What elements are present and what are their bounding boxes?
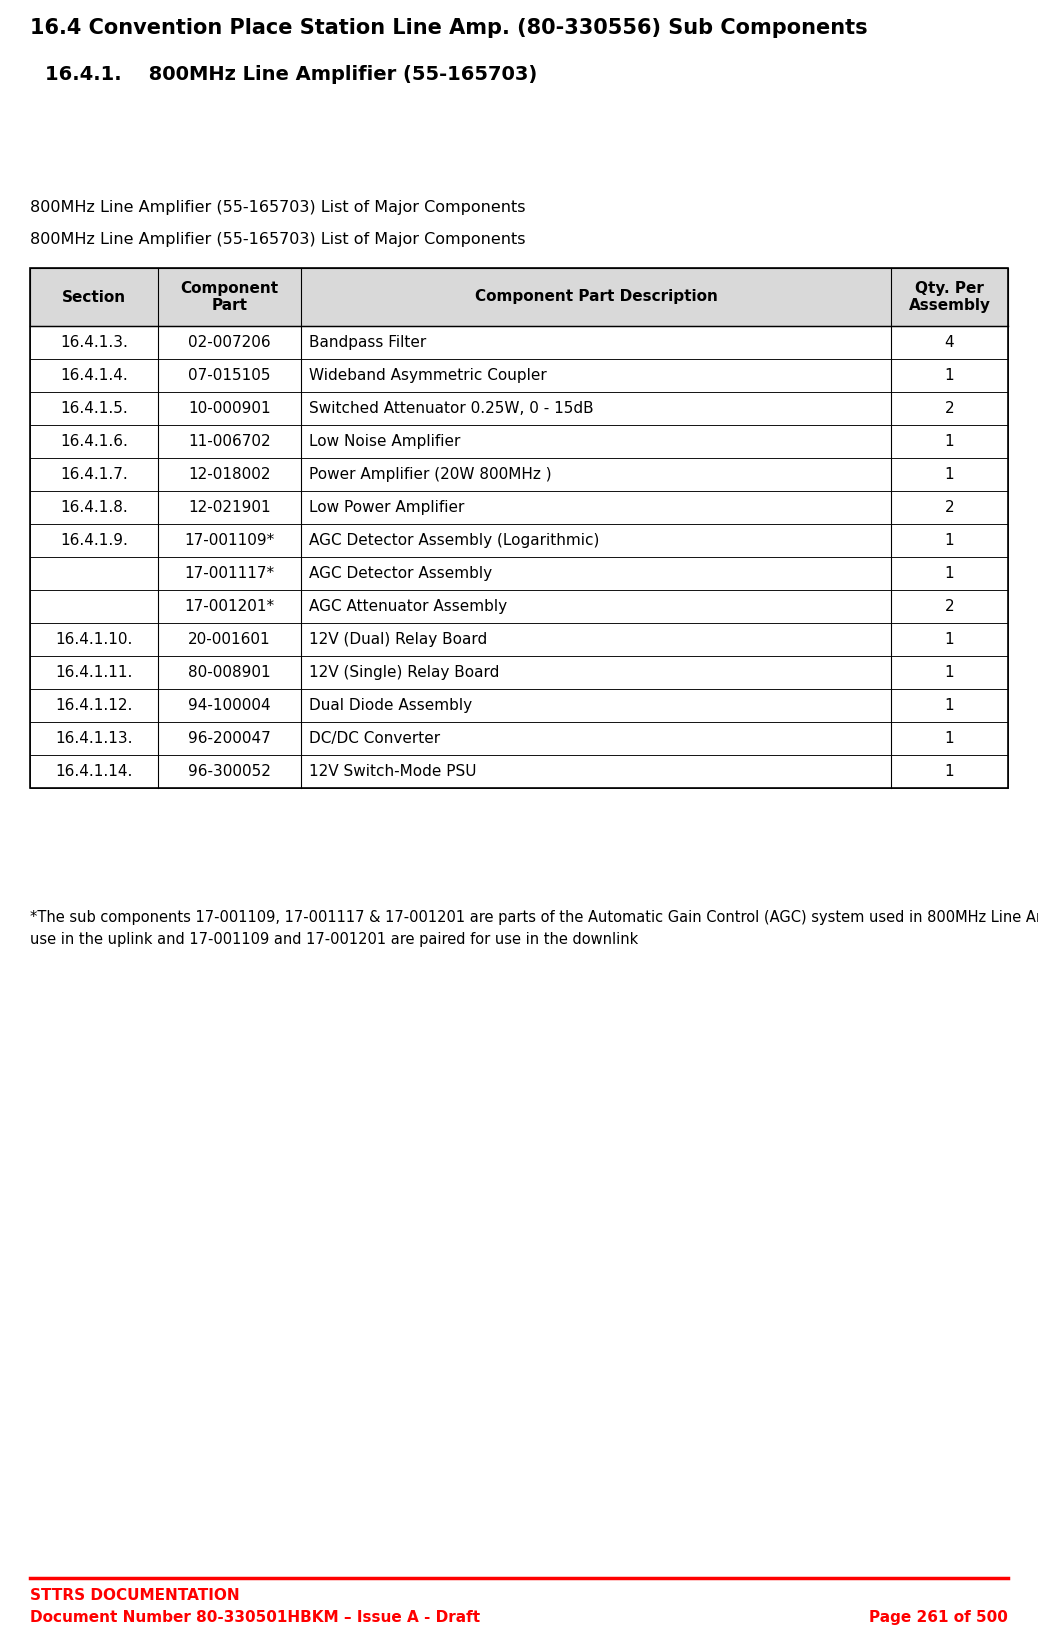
Text: 16.4.1.3.: 16.4.1.3.	[60, 335, 128, 350]
Text: 2: 2	[945, 599, 954, 614]
Text: 07-015105: 07-015105	[188, 368, 271, 383]
Text: 1: 1	[945, 699, 954, 713]
Text: Dual Diode Assembly: Dual Diode Assembly	[309, 699, 472, 713]
Text: AGC Detector Assembly: AGC Detector Assembly	[309, 566, 492, 581]
Text: use in the uplink and 17-001109 and 17-001201 are paired for use in the downlink: use in the uplink and 17-001109 and 17-0…	[30, 933, 638, 947]
Text: STTRS DOCUMENTATION: STTRS DOCUMENTATION	[30, 1589, 240, 1603]
Text: *The sub components 17-001109, 17-001117 & 17-001201 are parts of the Automatic : *The sub components 17-001109, 17-001117…	[30, 910, 1038, 924]
Text: 800MHz Line Amplifier (55-165703) List of Major Components: 800MHz Line Amplifier (55-165703) List o…	[30, 232, 525, 247]
Text: Page 261 of 500: Page 261 of 500	[869, 1610, 1008, 1625]
Text: 96-300052: 96-300052	[188, 764, 271, 779]
Text: 94-100004: 94-100004	[188, 699, 271, 713]
Text: AGC Attenuator Assembly: AGC Attenuator Assembly	[309, 599, 508, 614]
Bar	[30, 268, 1008, 789]
Text: 800MHz Line Amplifier (55-165703) List of Major Components: 800MHz Line Amplifier (55-165703) List o…	[30, 200, 525, 214]
Text: 1: 1	[945, 466, 954, 483]
Text: 12V (Dual) Relay Board: 12V (Dual) Relay Board	[309, 631, 487, 646]
Text: 16.4.1.9.: 16.4.1.9.	[60, 533, 128, 548]
Text: 1: 1	[945, 764, 954, 779]
Text: 12V Switch-Mode PSU: 12V Switch-Mode PSU	[309, 764, 476, 779]
Bar	[30, 689, 1008, 721]
Text: 2: 2	[945, 501, 954, 515]
Text: Document Number 80-330501HBKM – Issue A - Draft: Document Number 80-330501HBKM – Issue A …	[30, 1610, 481, 1625]
Text: 1: 1	[945, 434, 954, 448]
Text: 1: 1	[945, 566, 954, 581]
Text: AGC Detector Assembly (Logarithmic): AGC Detector Assembly (Logarithmic)	[309, 533, 599, 548]
Text: 1: 1	[945, 368, 954, 383]
Bar	[30, 524, 1008, 556]
Text: 1: 1	[945, 533, 954, 548]
Text: 17-001117*: 17-001117*	[185, 566, 275, 581]
Text: DC/DC Converter: DC/DC Converter	[309, 731, 440, 746]
Text: 96-200047: 96-200047	[188, 731, 271, 746]
Text: 16.4.1.11.: 16.4.1.11.	[55, 664, 133, 681]
Text: 16.4.1.8.: 16.4.1.8.	[60, 501, 128, 515]
Text: 16.4 Convention Place Station Line Amp. (80-330556) Sub Components: 16.4 Convention Place Station Line Amp. …	[30, 18, 868, 38]
Bar	[30, 656, 1008, 689]
Text: 12V (Single) Relay Board: 12V (Single) Relay Board	[309, 664, 499, 681]
Text: 17-001109*: 17-001109*	[185, 533, 275, 548]
Text: 11-006702: 11-006702	[188, 434, 271, 448]
Text: 16.4.1.    800MHz Line Amplifier (55-165703): 16.4.1. 800MHz Line Amplifier (55-165703…	[45, 65, 538, 83]
Text: 20-001601: 20-001601	[188, 631, 271, 646]
Text: 12-021901: 12-021901	[188, 501, 271, 515]
Text: 16.4.1.6.: 16.4.1.6.	[60, 434, 128, 448]
Bar	[30, 425, 1008, 458]
Text: 16.4.1.4.: 16.4.1.4.	[60, 368, 128, 383]
Text: 16.4.1.10.: 16.4.1.10.	[55, 631, 133, 646]
Text: 16.4.1.13.: 16.4.1.13.	[55, 731, 133, 746]
Bar	[30, 358, 1008, 393]
Text: 16.4.1.7.: 16.4.1.7.	[60, 466, 128, 483]
Text: 80-008901: 80-008901	[188, 664, 271, 681]
Text: Low Power Amplifier: Low Power Amplifier	[309, 501, 464, 515]
Text: Switched Attenuator 0.25W, 0 - 15dB: Switched Attenuator 0.25W, 0 - 15dB	[309, 401, 594, 416]
Text: 02-007206: 02-007206	[188, 335, 271, 350]
Bar	[30, 754, 1008, 789]
Text: 4: 4	[945, 335, 954, 350]
Text: Power Amplifier (20W 800MHz ): Power Amplifier (20W 800MHz )	[309, 466, 551, 483]
Text: 16.4.1.14.: 16.4.1.14.	[55, 764, 133, 779]
Text: 10-000901: 10-000901	[188, 401, 271, 416]
Bar	[30, 326, 1008, 358]
Text: Bandpass Filter: Bandpass Filter	[309, 335, 427, 350]
Text: Wideband Asymmetric Coupler: Wideband Asymmetric Coupler	[309, 368, 547, 383]
Bar	[30, 491, 1008, 524]
Text: 17-001201*: 17-001201*	[185, 599, 275, 614]
Text: Qty. Per
Assembly: Qty. Per Assembly	[908, 281, 990, 312]
Text: Section: Section	[62, 290, 126, 304]
Text: Low Noise Amplifier: Low Noise Amplifier	[309, 434, 461, 448]
Bar	[30, 458, 1008, 491]
Text: 1: 1	[945, 664, 954, 681]
Text: 1: 1	[945, 631, 954, 646]
Bar	[30, 623, 1008, 656]
Text: 16.4.1.12.: 16.4.1.12.	[55, 699, 133, 713]
Text: 16.4.1.5.: 16.4.1.5.	[60, 401, 128, 416]
Text: 12-018002: 12-018002	[188, 466, 271, 483]
Bar	[30, 556, 1008, 591]
Bar	[30, 721, 1008, 754]
Bar	[30, 393, 1008, 425]
Text: Component Part Description: Component Part Description	[474, 290, 717, 304]
Text: 2: 2	[945, 401, 954, 416]
Text: 1: 1	[945, 731, 954, 746]
Text: Component
Part: Component Part	[181, 281, 278, 312]
Bar	[30, 268, 1008, 326]
Bar	[30, 591, 1008, 623]
